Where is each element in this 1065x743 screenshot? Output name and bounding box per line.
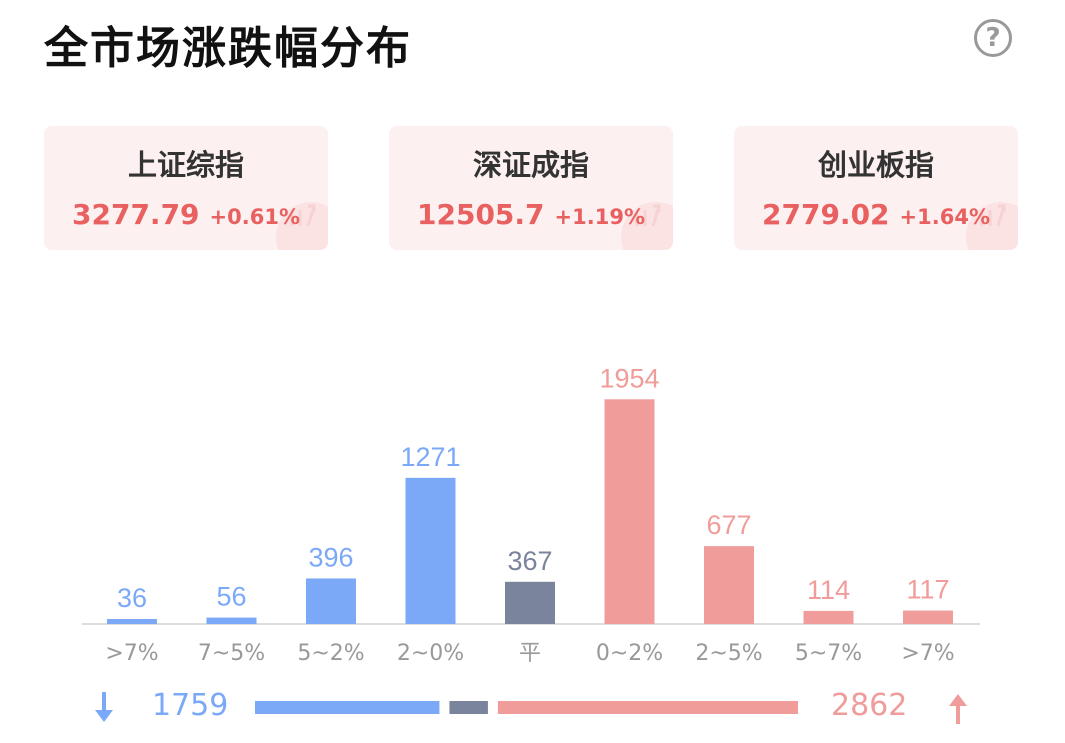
index-card-sz[interactable]: 深证成指 12505.7 +1.19% (389, 126, 673, 250)
index-change: +0.61% (209, 205, 300, 229)
bar-value-label: 117 (906, 575, 949, 605)
up-arrow-icon (949, 694, 967, 724)
down-total: 1759 (152, 688, 229, 723)
index-card-cyb[interactable]: 创业板指 2779.02 +1.64% (734, 126, 1018, 250)
index-value: 2779.02 (762, 198, 890, 231)
bar-value-label: 367 (507, 546, 552, 576)
bar (803, 610, 854, 624)
x-tick-label: 7~5% (198, 641, 265, 666)
index-name: 深证成指 (472, 148, 589, 182)
bar (107, 619, 157, 624)
trend-up-icon (290, 204, 316, 227)
bar-value-label: 1271 (400, 442, 460, 472)
x-tick-label: >7% (901, 641, 954, 666)
bar (903, 610, 953, 624)
x-tick-label: 平 (519, 641, 541, 666)
ratio-bar (255, 701, 798, 714)
up-total: 2862 (831, 688, 908, 723)
page-title: 全市场涨跌幅分布 (44, 23, 412, 74)
index-name: 创业板指 (817, 148, 934, 182)
x-tick-label: 5~2% (297, 641, 364, 666)
index-name: 上证综指 (127, 148, 244, 182)
index-card-sh[interactable]: 上证综指 3277.79 +0.61% (44, 126, 328, 250)
index-change: +1.19% (554, 205, 645, 229)
trend-up-icon (635, 204, 661, 227)
x-tick-label: 2~5% (695, 641, 762, 666)
help-icon[interactable]: ? (974, 19, 1012, 57)
bar (505, 581, 555, 624)
index-value: 3277.79 (72, 198, 200, 231)
trend-up-icon (980, 204, 1006, 227)
x-tick-label: 0~2% (596, 641, 663, 666)
bar (206, 617, 257, 624)
bar (604, 399, 655, 624)
bar-value-label: 1954 (599, 363, 659, 393)
bar-value-label: 36 (117, 583, 147, 613)
x-tick-label: 5~7% (795, 641, 862, 666)
x-tick-label: >7% (105, 641, 158, 666)
ratio-bar-down (255, 701, 440, 714)
x-tick-label: 2~0% (397, 641, 464, 666)
bar (704, 546, 754, 624)
down-arrow-icon (95, 692, 113, 722)
bar (405, 477, 456, 624)
bar-value-label: 677 (706, 510, 751, 540)
bar (306, 578, 356, 624)
index-change: +1.64% (899, 205, 990, 229)
bar-value-label: 114 (807, 575, 850, 605)
bar-value-label: 56 (216, 582, 246, 612)
index-value: 12505.7 (417, 198, 545, 231)
bar-value-label: 396 (308, 542, 353, 572)
distribution-chart: 36 >7% 56 7~5% 396 5~2% 1271 2~0% 367 平 1954 0~2% 67… (82, 363, 980, 666)
ratio-bar-flat (449, 701, 488, 714)
ratio-bar-up (497, 701, 798, 714)
